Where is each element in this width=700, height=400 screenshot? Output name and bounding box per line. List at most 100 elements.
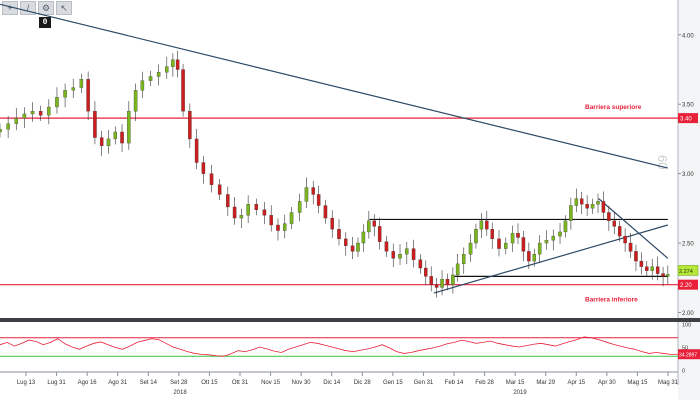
candle-body: [445, 278, 450, 285]
x-tick-label: Mar 15: [506, 380, 525, 386]
pencil-icon[interactable]: /: [20, 1, 36, 15]
candle-body: [563, 220, 568, 233]
candle-body: [367, 220, 371, 233]
candle-body: [497, 238, 501, 249]
x-tick-label: Nov 30: [292, 380, 312, 386]
candle-body: [6, 123, 10, 130]
candle-body: [356, 242, 360, 252]
candle-body: [127, 111, 131, 144]
candle-body: [405, 248, 409, 255]
candle-body: [283, 223, 287, 231]
candle-body: [0, 129, 2, 133]
candle-body: [239, 215, 244, 219]
x-tick-label: Apr 15: [567, 380, 585, 386]
barrier-price-tag-text: 2.20: [680, 283, 692, 289]
x-tick-label: Ago 16: [78, 380, 98, 386]
candle-body: [645, 266, 649, 271]
y-tick-label: 2.00: [682, 311, 694, 317]
x-tick-label: Lug 31: [47, 380, 66, 386]
barrier-price-tag-text: 3.40: [680, 117, 692, 123]
candle-body: [639, 260, 644, 267]
candle-body: [30, 111, 35, 115]
candle-body: [398, 253, 402, 259]
candle-body: [262, 209, 267, 216]
price-axis-panel: [678, 0, 700, 400]
candle-body: [337, 229, 341, 240]
candle-body: [468, 242, 473, 255]
x-tick-label: Set 28: [170, 380, 188, 386]
x-tick-label: Dic 14: [323, 380, 341, 386]
oscillator-y-tick-label: 100: [682, 323, 691, 329]
barrier-upper-label: Barriera superiore: [585, 104, 642, 111]
candle-body: [63, 90, 67, 98]
candle-body: [607, 212, 611, 221]
oscillator-value-tag-text: 34.2897: [679, 353, 697, 359]
candle-body: [120, 131, 124, 144]
barrier-price-tag: [678, 113, 698, 124]
candle-body: [485, 220, 489, 230]
candle-body: [391, 251, 395, 259]
candle-body: [188, 111, 192, 140]
x-tick-label: Dic 28: [354, 380, 372, 386]
candle-body: [424, 267, 428, 277]
candle-body: [175, 59, 180, 70]
candle-body: [209, 173, 214, 185]
candle-body: [47, 106, 51, 116]
candle-body: [55, 97, 59, 108]
oscillator-y-tick-label: 0: [682, 369, 685, 375]
candle-body: [140, 80, 145, 91]
trend-line: [433, 224, 668, 294]
candle-body: [490, 229, 494, 240]
candle-body: [133, 90, 138, 112]
candle-body: [558, 231, 562, 237]
arrows-icon[interactable]: ↖: [56, 1, 72, 15]
trend-line: [598, 198, 669, 259]
candle-body: [194, 138, 199, 163]
x-tick-label: Mag 15: [627, 380, 648, 386]
x-tick-label: Mar 29: [536, 380, 555, 386]
candle-body: [574, 198, 579, 206]
candle-body: [617, 226, 622, 237]
candle-body: [623, 235, 627, 244]
drawing-count-badge: 0: [39, 17, 51, 28]
candle-body: [372, 220, 377, 227]
candle-body: [590, 204, 595, 209]
candle-body: [377, 226, 382, 242]
candle-body: [551, 235, 555, 241]
candle-body: [93, 111, 97, 138]
candle-body: [532, 253, 537, 262]
candle-body: [350, 245, 355, 252]
candle-body: [297, 201, 302, 213]
y-tick-label: 2.50: [682, 242, 694, 248]
candle-body: [579, 198, 584, 205]
barrier-lower-label: Barriera inferiore: [585, 297, 638, 304]
candle-body: [429, 276, 433, 285]
candle-body: [650, 266, 654, 271]
candle-body: [311, 187, 315, 195]
candle-body: [474, 229, 478, 244]
candle-body: [99, 137, 104, 147]
x-tick-label: Gen 31: [414, 380, 434, 386]
x-tick-label: Ott 31: [232, 380, 249, 386]
candle-body: [316, 194, 321, 206]
candle-body: [628, 242, 633, 252]
candle-body: [527, 251, 531, 262]
chart-toolbar: + / ⚙ ↖: [2, 1, 72, 15]
candle-body: [634, 251, 638, 262]
candle-body: [418, 259, 423, 269]
candle-body: [455, 263, 460, 276]
candle-body: [612, 220, 617, 227]
candle-body: [79, 79, 84, 88]
oscillator-line: [0, 336, 679, 357]
candle-body: [254, 204, 259, 210]
year-label: 2018: [173, 390, 187, 396]
candle-body: [384, 241, 389, 252]
candle-body: [165, 66, 169, 73]
gear-icon[interactable]: ⚙: [38, 1, 54, 15]
candle-body: [113, 131, 118, 140]
candle-body: [289, 212, 294, 224]
candle-body: [601, 201, 606, 213]
candle-body: [585, 204, 589, 209]
candle-body: [521, 237, 526, 252]
